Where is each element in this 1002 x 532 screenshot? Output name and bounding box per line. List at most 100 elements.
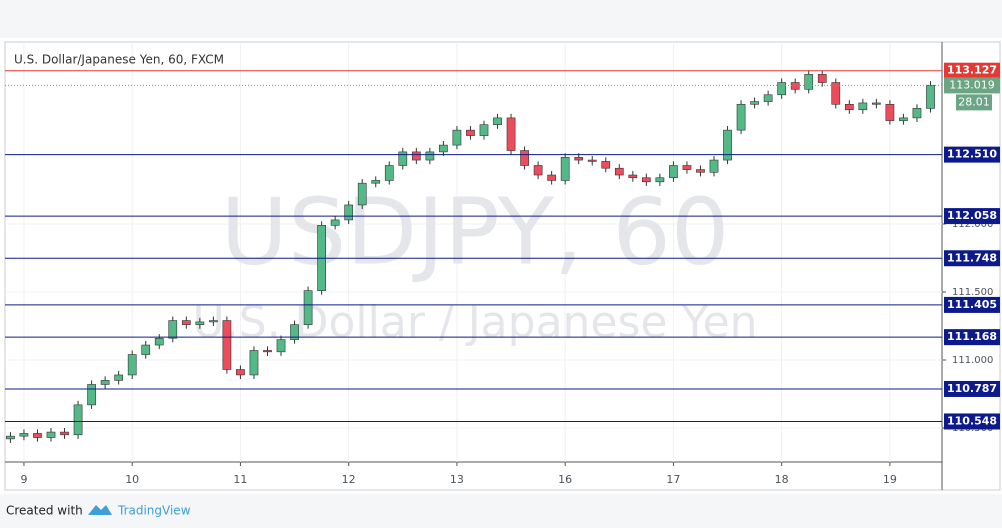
- candle-body: [19, 433, 29, 437]
- candle-body: [411, 151, 421, 161]
- footer-text: Created with: [6, 504, 83, 518]
- countdown-box: [956, 94, 992, 111]
- candle-body: [290, 324, 299, 340]
- candle-body: [885, 103, 895, 121]
- countdown-label: 28.01: [958, 95, 990, 108]
- candle-body: [303, 290, 313, 325]
- candle-body: [87, 384, 96, 406]
- candle-body: [912, 108, 922, 119]
- candle-body: [844, 103, 854, 111]
- candle-body: [601, 161, 611, 169]
- level-label: 111.168: [947, 330, 997, 343]
- top-bar: [0, 0, 1002, 38]
- level-label: 110.787: [947, 382, 997, 395]
- candle-body: [696, 169, 705, 173]
- footer-bar: [0, 494, 1002, 528]
- candle-body: [831, 82, 841, 105]
- candle-body: [222, 320, 232, 370]
- brand-link[interactable]: TradingView: [117, 504, 191, 518]
- candle-body: [479, 124, 489, 136]
- x-tick-label: 17: [666, 473, 680, 486]
- candle-body: [466, 129, 475, 136]
- y-tick-label: 111.500: [952, 287, 993, 298]
- level-label-box: [944, 296, 1000, 313]
- y-tick-label: 112.000: [952, 219, 993, 230]
- candle-body: [587, 159, 597, 162]
- candle-body: [723, 129, 732, 161]
- level-label: 111.748: [947, 251, 997, 264]
- candle-body: [263, 350, 272, 353]
- candle-body: [790, 82, 800, 90]
- candle-body: [141, 344, 151, 355]
- candle-body: [236, 369, 245, 376]
- candle-body: [371, 180, 381, 184]
- y-tick-label: 111.000: [952, 355, 993, 366]
- x-tick-label: 19: [883, 473, 897, 486]
- candle-body: [520, 150, 529, 166]
- level-label: 111.405: [947, 298, 997, 311]
- candle-body: [398, 151, 408, 166]
- candle-body: [439, 144, 448, 153]
- candle-body: [763, 94, 773, 102]
- candle-body: [872, 102, 881, 105]
- candle-body: [533, 165, 543, 176]
- candle-body: [33, 433, 42, 438]
- candle-body: [655, 177, 665, 183]
- level-label-box: [944, 250, 1000, 267]
- candle-body: [736, 103, 746, 131]
- candle-body: [669, 165, 678, 179]
- level-label: 113.127: [947, 64, 997, 77]
- current-price-box: [944, 77, 1000, 94]
- candle-body: [817, 74, 827, 83]
- candle-body: [547, 174, 556, 181]
- candle-body: [276, 339, 286, 353]
- candle-body: [628, 174, 638, 179]
- candle-body: [46, 431, 56, 438]
- candle-body: [777, 82, 787, 96]
- candle-body: [858, 102, 868, 111]
- candle-body: [750, 101, 759, 105]
- candle-body: [344, 204, 354, 221]
- candle-body: [926, 84, 935, 109]
- candle-body: [195, 321, 205, 325]
- candle-body: [560, 157, 570, 181]
- level-label-box: [944, 146, 1000, 163]
- candle-body: [100, 380, 110, 385]
- candle-body: [154, 337, 164, 346]
- current-price-label: 113.019: [949, 78, 995, 91]
- level-label-box: [944, 413, 1000, 430]
- candle-body: [73, 404, 83, 436]
- level-label-box: [944, 329, 1000, 346]
- level-label-box: [944, 62, 1000, 79]
- chart-title: U.S. Dollar/Japanese Yen, 60, FXCM: [14, 53, 224, 67]
- level-label: 112.058: [947, 209, 997, 222]
- candle-body: [574, 157, 584, 161]
- x-tick-label: 10: [125, 473, 139, 486]
- candle-body: [614, 167, 624, 176]
- candle-body: [114, 374, 124, 381]
- level-label-box: [944, 380, 1000, 397]
- candle-body: [330, 219, 340, 226]
- candle-body: [6, 435, 15, 440]
- candle-body: [168, 320, 178, 339]
- watermark-subtitle: U.S. Dollar / Japanese Yen: [193, 297, 758, 348]
- level-label: 112.510: [947, 148, 997, 161]
- candle-body: [181, 320, 191, 325]
- candle-body: [127, 354, 137, 376]
- candle-body: [249, 350, 259, 376]
- candle-body: [209, 320, 218, 323]
- level-label-box: [944, 208, 1000, 225]
- watermark: USDJPY, 60: [221, 178, 730, 285]
- candle-body: [493, 117, 502, 125]
- chart-frame: [4, 41, 1001, 491]
- candle-body: [357, 182, 367, 206]
- candle-body: [60, 431, 69, 436]
- candle-body: [899, 117, 908, 121]
- candle-body: [641, 177, 651, 183]
- x-tick-label: 9: [20, 473, 27, 486]
- candle-body: [384, 165, 394, 181]
- candle-body: [682, 165, 692, 170]
- candle-body: [804, 74, 814, 90]
- candle-body: [452, 129, 462, 146]
